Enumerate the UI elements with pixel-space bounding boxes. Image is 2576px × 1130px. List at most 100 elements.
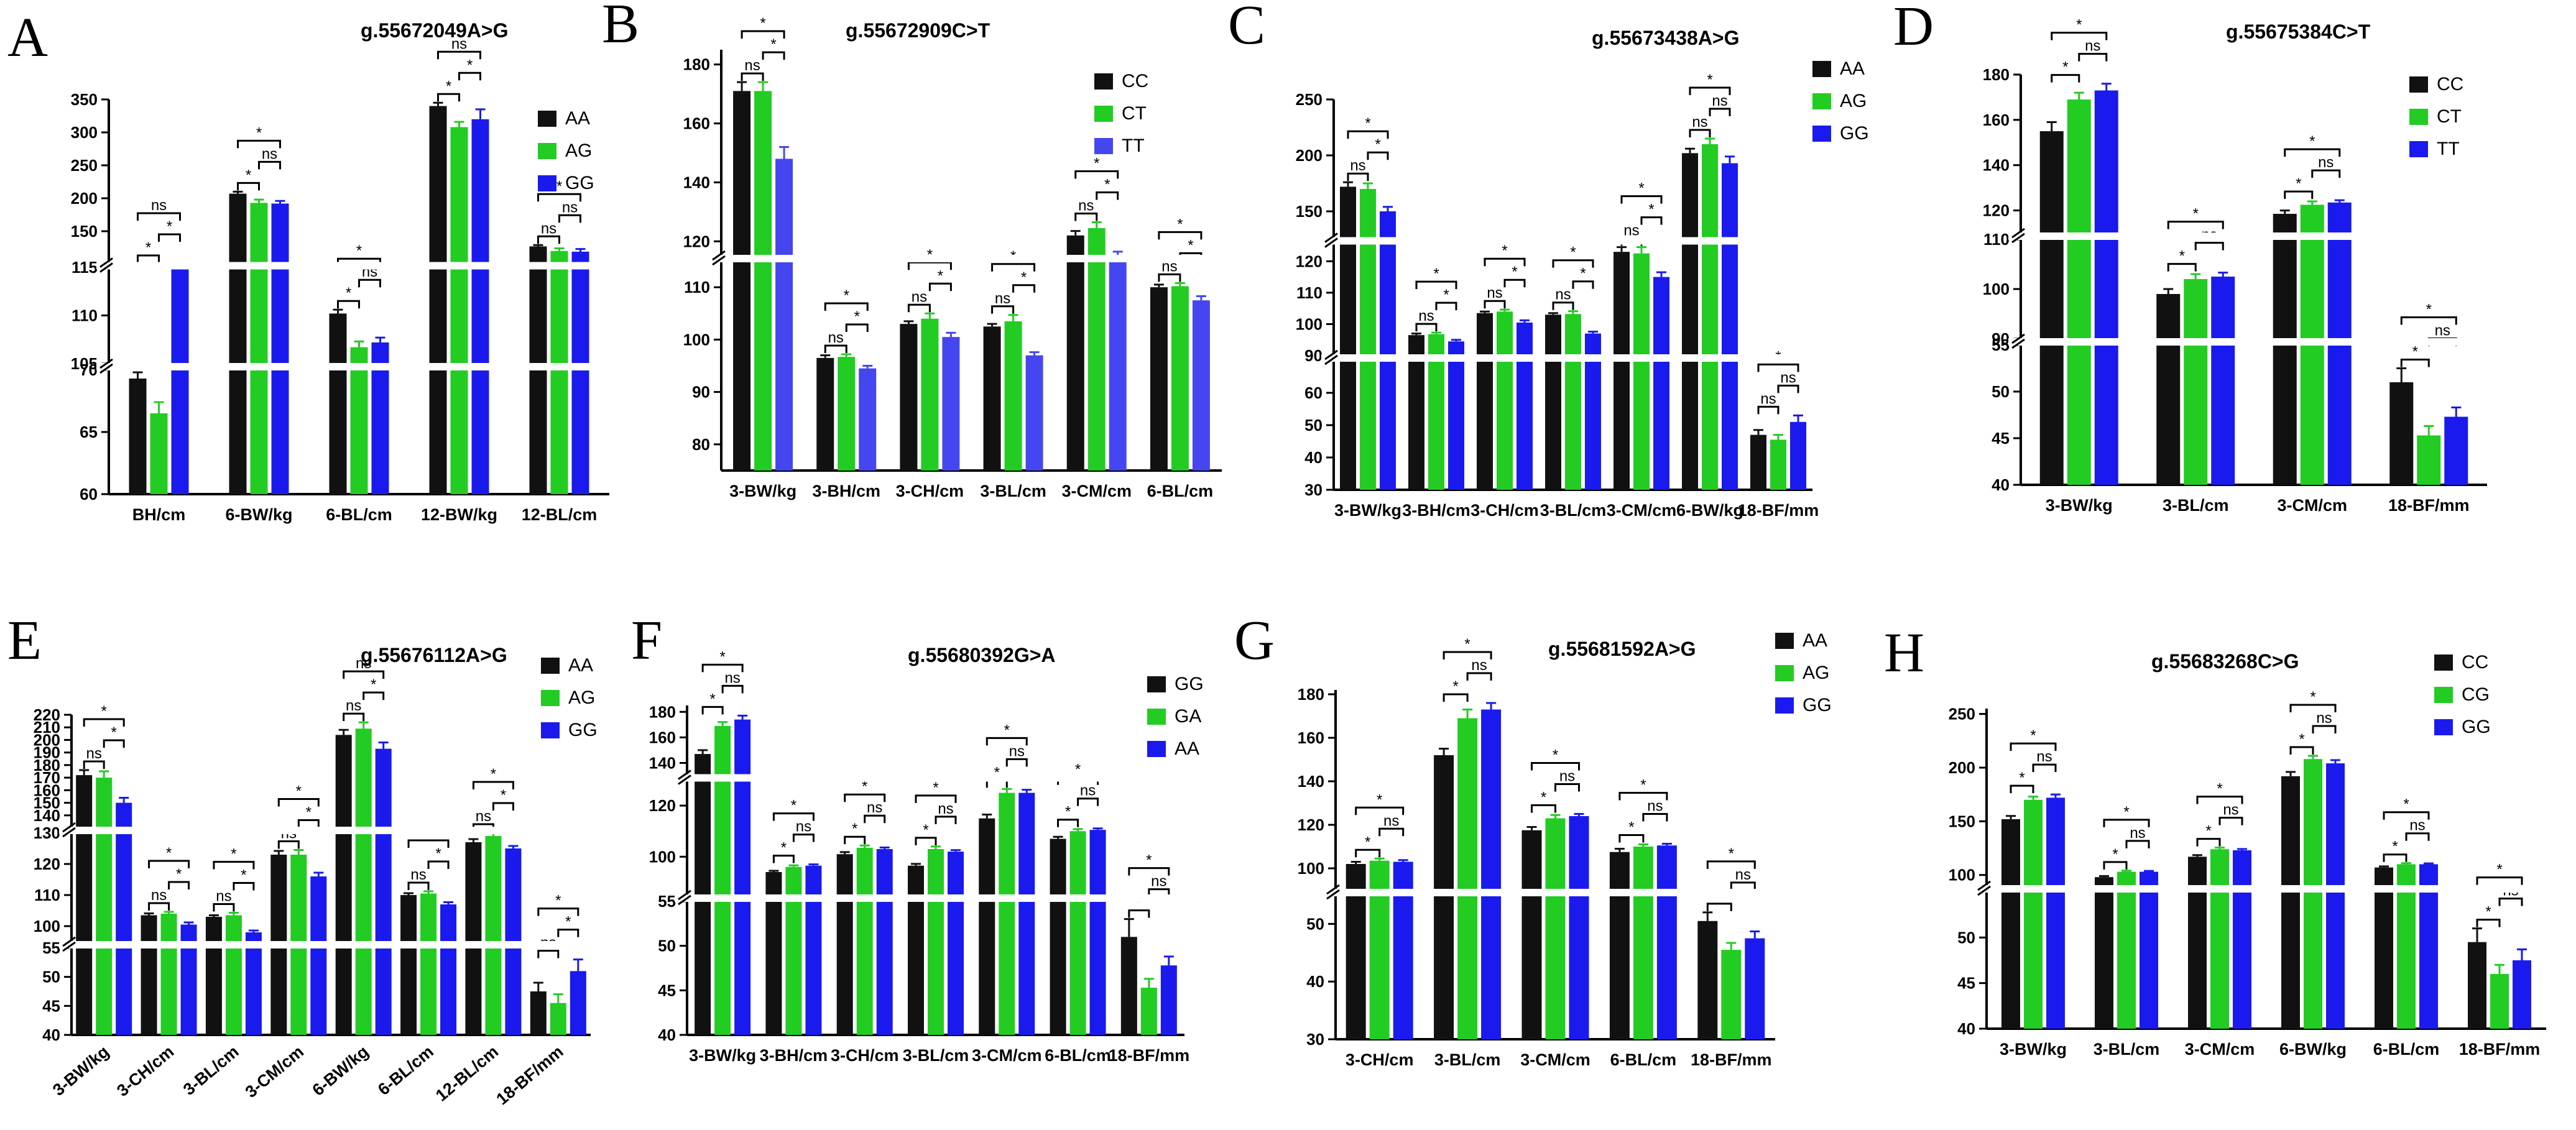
panel-letter: F — [631, 610, 662, 671]
legend-swatch — [538, 143, 556, 159]
y-tick-label: 100 — [34, 917, 60, 935]
x-tick-label: 3-CM/cm — [972, 1046, 1042, 1065]
bar — [1109, 261, 1127, 471]
axis-break-mark — [2011, 227, 2025, 239]
bar — [979, 818, 995, 1035]
y-tick-label: 220 — [34, 705, 60, 724]
bar — [734, 719, 751, 1035]
y-tick-label: 160 — [34, 781, 60, 799]
significance-label: * — [1365, 115, 1370, 132]
bar — [141, 915, 157, 1035]
x-tick-label: 3-BL/cm — [980, 482, 1046, 500]
bar — [948, 852, 964, 1035]
significance-label: * — [1433, 265, 1439, 282]
x-tick-label: 3-CH/cm — [896, 482, 964, 500]
legend-label: GG — [1803, 695, 1832, 715]
significance-bracket — [741, 30, 785, 39]
axis-break-mark — [1324, 349, 1338, 361]
x-tick-label: 3-CM/cm — [2277, 496, 2347, 515]
significance-bracket — [1347, 130, 1389, 139]
y-tick-label: 105 — [71, 354, 98, 373]
significance-bracket — [1618, 791, 1668, 801]
bar — [171, 264, 189, 494]
x-tick-label: 3-BL/cm — [2094, 1040, 2160, 1059]
chart-title: g.55681592A>G — [1548, 638, 1696, 660]
y-tick-label: 65 — [80, 423, 98, 441]
legend-swatch — [1812, 126, 1831, 142]
significance-bracket — [2284, 148, 2341, 157]
panel-letter: C — [1228, 0, 1265, 56]
y-tick-label: 110 — [684, 278, 710, 296]
bar — [429, 106, 447, 495]
axis-break-gap — [675, 774, 1184, 782]
x-tick-label: 3-CM/cm — [242, 1042, 307, 1101]
bar — [1609, 852, 1630, 1039]
significance-label: * — [1104, 176, 1110, 193]
significance-bracket — [233, 882, 255, 891]
x-tick-label: 3-CM/cm — [2185, 1040, 2255, 1059]
significance-bracket — [1367, 151, 1389, 160]
bar — [2468, 942, 2486, 1029]
significance-bracket — [2476, 919, 2501, 927]
bar — [550, 1003, 566, 1035]
significance-label: ns — [1735, 866, 1751, 883]
bar — [355, 728, 372, 1035]
significance-label: * — [1443, 287, 1449, 303]
legend-label: GG — [2462, 717, 2491, 737]
significance-label: * — [246, 167, 251, 183]
bar — [225, 915, 242, 1035]
bar — [1140, 988, 1157, 1035]
significance-bracket — [2476, 876, 2523, 885]
significance-bracket — [1620, 195, 1663, 204]
significance-label: * — [176, 866, 182, 883]
significance-bracket — [907, 261, 952, 270]
legend-swatch — [2434, 719, 2453, 735]
significance-label: * — [1377, 791, 1382, 808]
x-tick-label: 6-BL/cm — [1610, 1050, 1677, 1069]
significance-bracket — [824, 344, 847, 353]
y-tick-label: 180 — [1298, 685, 1324, 704]
bar — [1750, 434, 1766, 490]
axis-break-mark — [62, 822, 76, 833]
significance-label: * — [491, 766, 496, 783]
axis-break-mark — [99, 363, 113, 374]
legend-label: AA — [1175, 738, 1199, 759]
significance-label: ns — [410, 866, 426, 883]
significance-label: ns — [1471, 657, 1487, 674]
significance-label: * — [1075, 761, 1081, 778]
x-tick-label: 3-BW/kg — [729, 482, 796, 500]
significance-bracket — [297, 819, 320, 828]
y-tick-label: 100 — [649, 847, 676, 866]
y-tick-label: 50 — [1304, 416, 1323, 434]
significance-label: * — [2299, 731, 2304, 748]
significance-label: ns — [1350, 157, 1365, 174]
axis-break-mark — [712, 250, 726, 261]
significance-bracket — [137, 212, 181, 221]
bar — [1721, 950, 1742, 1039]
bar — [1069, 831, 1086, 1035]
y-tick-label: 140 — [1298, 772, 1324, 791]
significance-label: ns — [562, 199, 578, 216]
x-tick-label: 6-BL/cm — [1147, 482, 1214, 500]
axis-break-gap — [59, 941, 591, 949]
significance-label: ns — [451, 35, 467, 52]
bar — [1633, 847, 1653, 1039]
legend-swatch — [1812, 93, 1831, 109]
axis-break-mark — [678, 894, 691, 906]
axis-break-mark — [1324, 232, 1338, 243]
bar — [921, 318, 939, 471]
legend-swatch — [541, 658, 560, 674]
y-tick-label: 190 — [34, 743, 60, 762]
significance-label: * — [709, 691, 715, 707]
y-tick-label: 160 — [683, 114, 710, 133]
significance-label: * — [306, 804, 312, 821]
x-tick-label: 3-CH/cm — [831, 1046, 899, 1065]
y-tick-label: 180 — [1983, 65, 2010, 84]
significance-label: * — [2310, 689, 2315, 705]
x-tick-label: 3-CH/cm — [1346, 1050, 1414, 1069]
significance-bracket — [1642, 812, 1668, 822]
significance-bracket — [824, 302, 869, 311]
significance-label: * — [101, 703, 107, 720]
